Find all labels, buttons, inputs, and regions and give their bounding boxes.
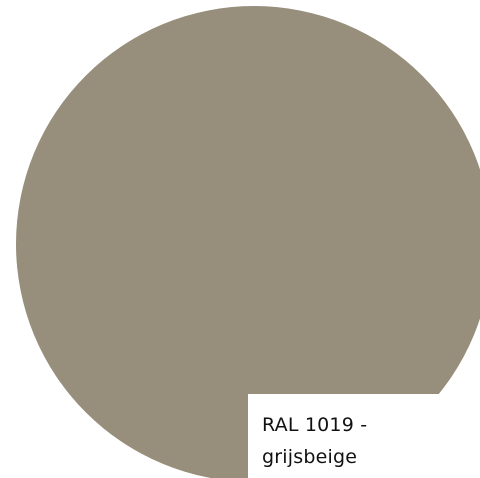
color-name-label: grijsbeige xyxy=(262,446,358,468)
color-code-label: RAL 1019 - xyxy=(262,414,368,436)
color-label-box: RAL 1019 - grijsbeige xyxy=(248,394,480,478)
